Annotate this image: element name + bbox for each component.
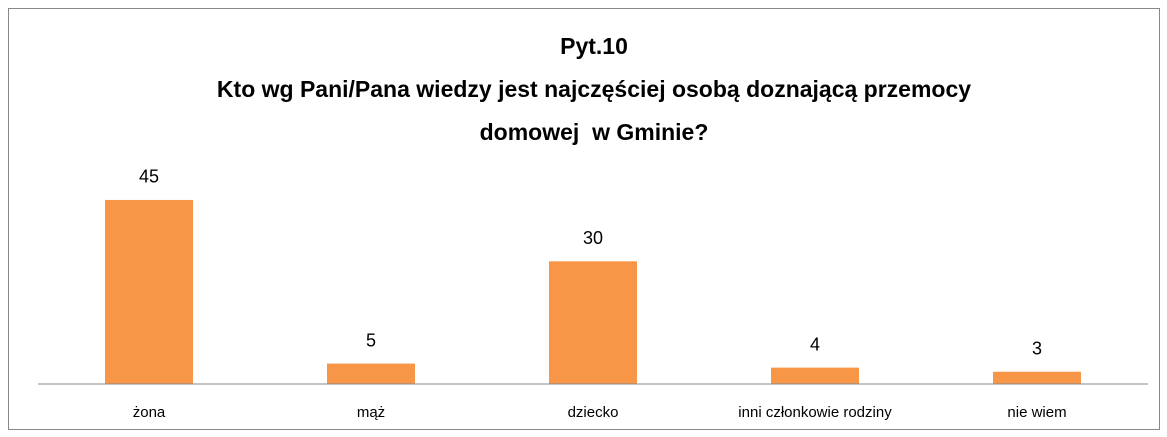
chart-title: Kto wg Pani/Pana wiedzy jest najczęściej… <box>217 76 971 102</box>
value-label: 45 <box>139 167 159 187</box>
bar <box>993 371 1081 384</box>
x-tick-label: dziecko <box>568 404 619 421</box>
value-label: 30 <box>583 228 603 248</box>
x-tick-label: inni członkowie rodziny <box>738 404 892 421</box>
bar <box>327 363 415 384</box>
value-label: 3 <box>1032 338 1042 358</box>
chart-title: Pyt.10 <box>560 33 628 59</box>
value-label: 4 <box>810 334 820 354</box>
x-tick-label: żona <box>133 404 166 421</box>
x-tick-label: nie wiem <box>1007 404 1066 421</box>
bar <box>105 199 193 384</box>
bar <box>771 367 859 384</box>
chart-title: domowej w Gminie? <box>480 119 709 145</box>
bar <box>549 261 637 384</box>
x-tick-label: mąż <box>357 404 385 421</box>
value-label: 5 <box>366 330 376 350</box>
